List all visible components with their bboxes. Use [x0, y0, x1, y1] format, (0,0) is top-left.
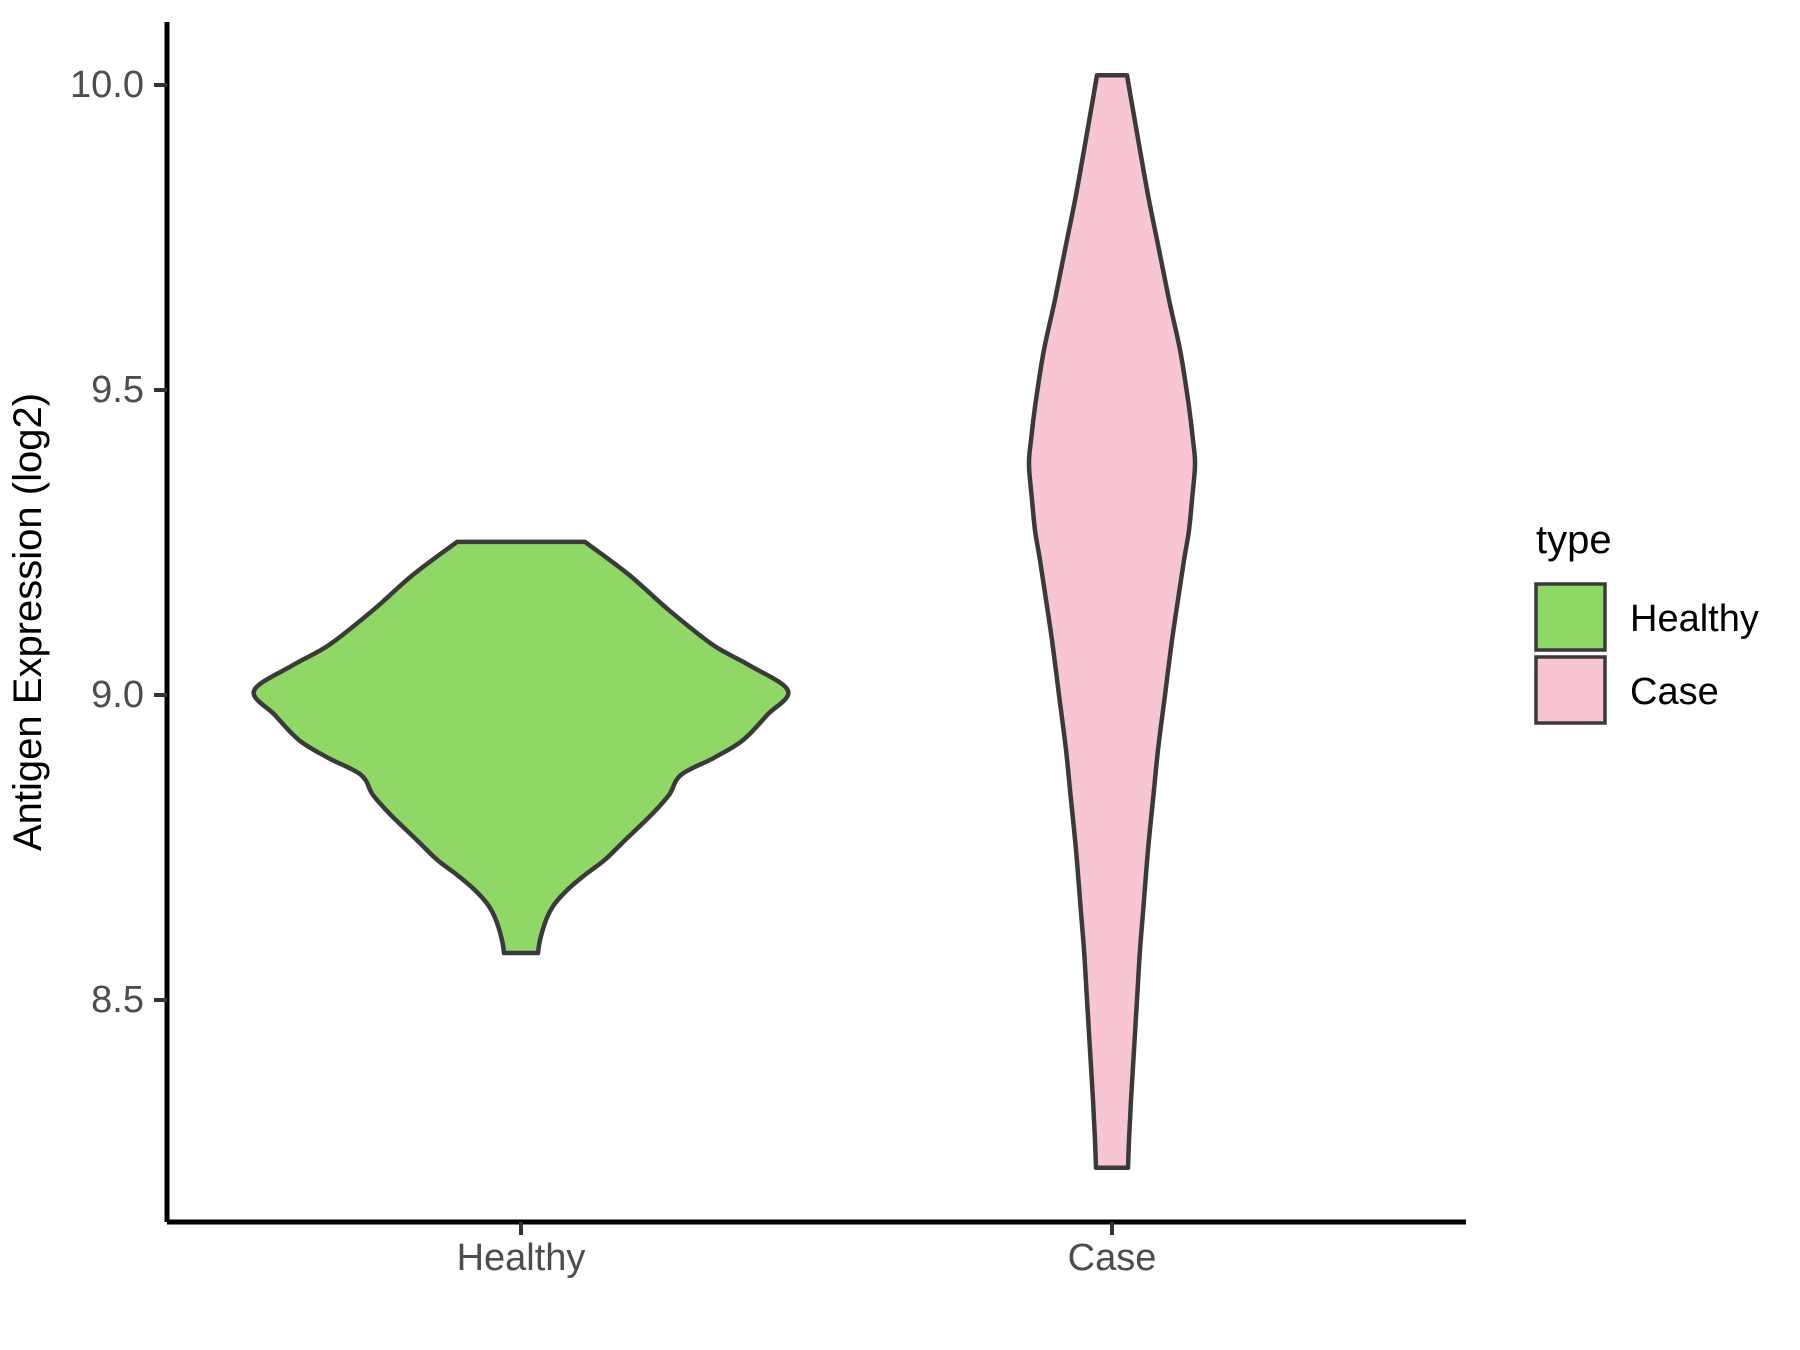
- legend-key-case: [1534, 655, 1607, 725]
- violin-case: [1026, 72, 1198, 1171]
- x-tick-label-healthy: Healthy: [457, 1237, 586, 1279]
- violin-healthy: [251, 539, 791, 956]
- y-tick-label: 8.5: [91, 979, 144, 1021]
- legend-label-healthy: Healthy: [1630, 598, 1759, 640]
- legend-key-healthy: [1534, 582, 1607, 652]
- x-tick-label-case: Case: [1068, 1237, 1157, 1279]
- legend-label-case: Case: [1630, 671, 1719, 713]
- y-tick-label: 9.0: [91, 674, 144, 716]
- y-axis-title: Antigen Expression (log2): [6, 393, 50, 851]
- y-tick-label: 9.5: [91, 369, 144, 411]
- y-tick-label: 10.0: [70, 64, 144, 106]
- legend-title: type: [1536, 518, 1612, 562]
